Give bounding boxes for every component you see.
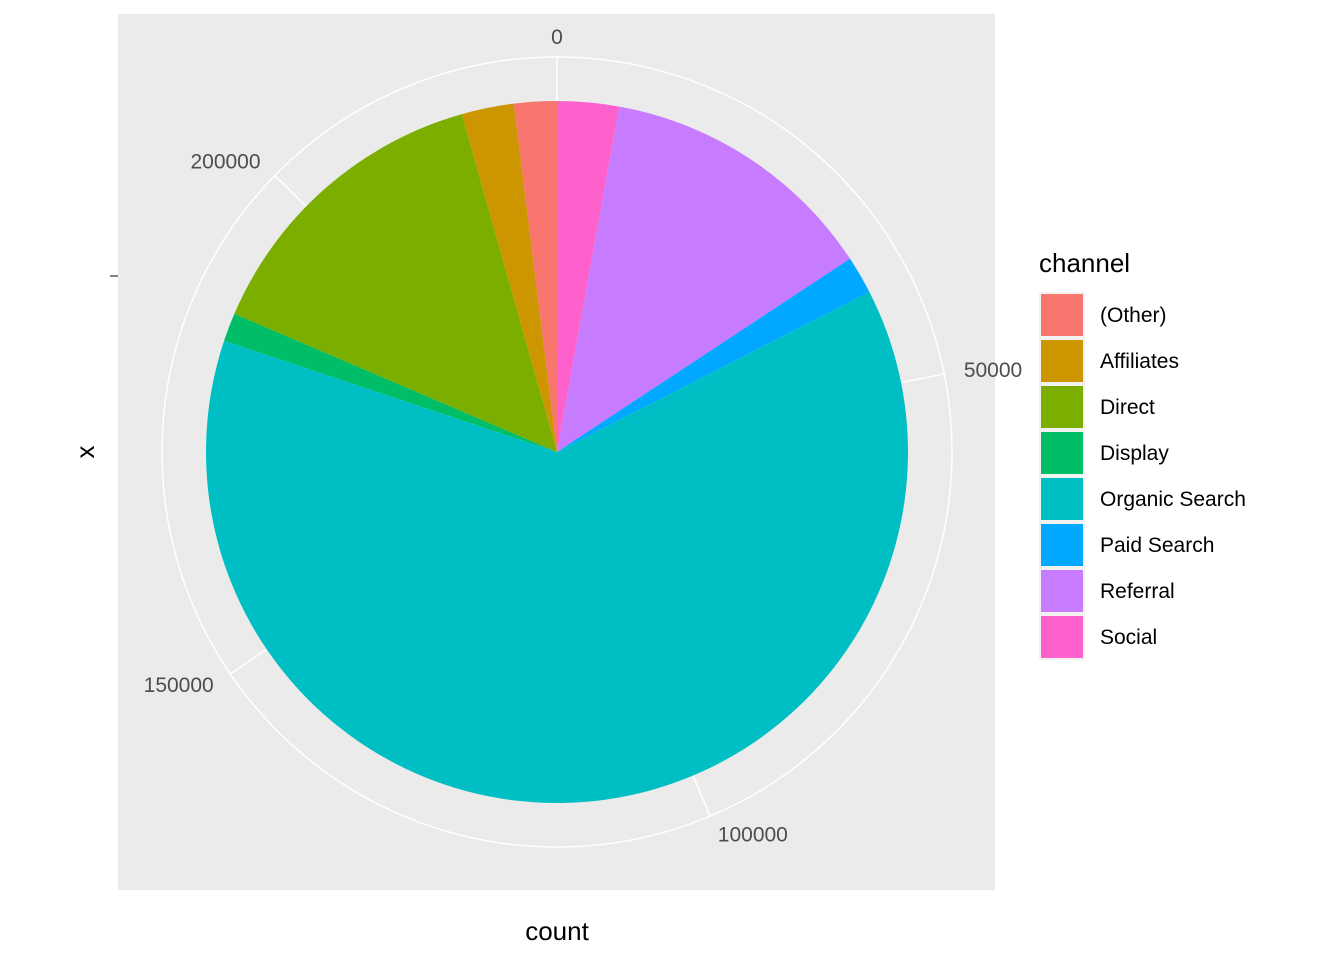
legend-swatch xyxy=(1041,432,1083,474)
legend-label: Affiliates xyxy=(1100,350,1179,373)
legend-swatch xyxy=(1041,386,1083,428)
legend-swatch xyxy=(1041,524,1083,566)
slice-other xyxy=(513,101,557,452)
legend-label: (Other) xyxy=(1100,304,1167,327)
y-axis-title: x xyxy=(70,446,100,459)
legend-label: Display xyxy=(1100,442,1169,465)
slice-social xyxy=(557,101,620,452)
grid-spoke xyxy=(229,648,268,675)
legend-title: channel xyxy=(1039,248,1130,278)
slice-organic-search xyxy=(205,292,909,804)
legend-swatch xyxy=(1041,340,1083,382)
legend: channel (Other) Affiliates Direct Display Or… xyxy=(1039,248,1246,660)
legend-swatch xyxy=(1041,478,1083,520)
legend-label: Referral xyxy=(1100,580,1175,603)
slice-affiliates xyxy=(461,103,557,452)
grid-spoke xyxy=(900,373,945,384)
legend-label: Direct xyxy=(1100,396,1155,419)
slice-paid-search xyxy=(557,258,870,452)
tick-label: 150000 xyxy=(144,674,214,697)
legend-label: Paid Search xyxy=(1100,534,1214,557)
tick-label: 100000 xyxy=(718,824,788,847)
grid-spoke xyxy=(692,775,711,817)
legend-label: Organic Search xyxy=(1100,488,1246,511)
grid-spoke xyxy=(274,175,307,207)
tick-label: 0 xyxy=(551,26,563,49)
slice-referral xyxy=(557,106,851,452)
tick-label: 50000 xyxy=(964,359,1022,382)
x-axis-title: count xyxy=(525,916,589,946)
legend-swatch xyxy=(1041,616,1083,658)
slice-direct xyxy=(234,114,557,452)
polar-grid xyxy=(161,56,953,848)
slices xyxy=(205,101,909,804)
tick-label: 200000 xyxy=(190,151,260,174)
legend-label: Social xyxy=(1100,626,1157,649)
slice-display xyxy=(224,313,558,452)
legend-swatch xyxy=(1041,570,1083,612)
angle-tick-labels: 0 50000 100000 150000 200000 xyxy=(144,26,1023,847)
legend-swatch xyxy=(1041,294,1083,336)
